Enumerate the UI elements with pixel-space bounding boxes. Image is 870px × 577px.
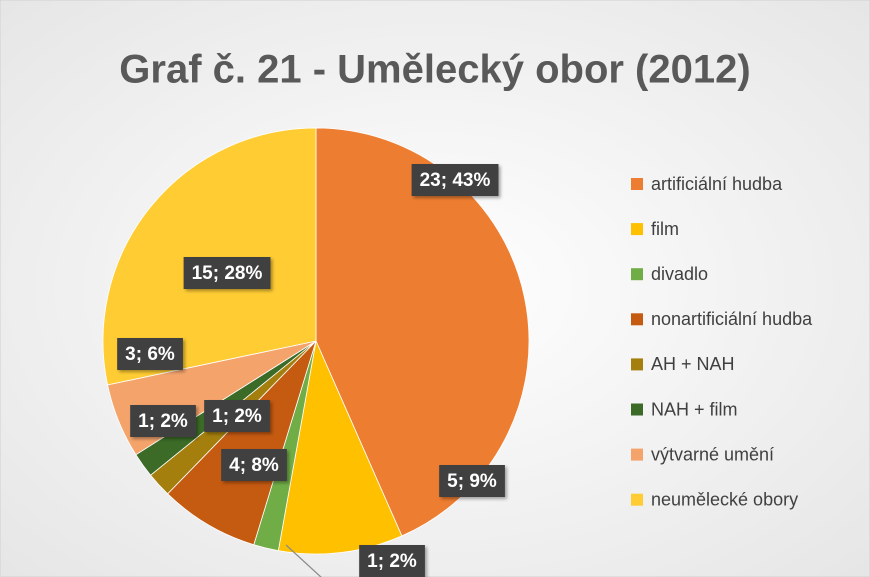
legend-label: nonartificiální hudba <box>651 309 813 329</box>
chart-title: Graf č. 21 - Umělecký obor (2012) <box>119 48 750 92</box>
data-label: 1; 2% <box>130 405 196 437</box>
pie-slice <box>277 339 403 555</box>
data-label: 1; 2% <box>359 545 425 577</box>
legend-swatch <box>631 493 643 506</box>
legend-label: divadlo <box>651 264 708 284</box>
data-label-text: 3; 6% <box>125 344 175 365</box>
data-label: 1; 2% <box>204 400 270 432</box>
legend-swatch <box>631 178 643 190</box>
legend-swatch <box>631 313 643 326</box>
data-label-box <box>411 164 499 196</box>
data-labels: 23; 43% 5; 9% 1; 2% 4; 8% 1; 2% 1; 2% 3; 6% 15;… <box>117 164 505 577</box>
data-label-box <box>183 257 271 289</box>
data-label-box <box>439 465 505 497</box>
data-label: 5; 9% <box>439 465 505 497</box>
legend-swatch <box>631 268 643 281</box>
data-label-text: 5; 9% <box>447 471 497 492</box>
data-label-text: 15; 28% <box>192 263 263 284</box>
data-label-text: 1; 2% <box>367 551 417 572</box>
legend-label: AH + NAH <box>651 354 735 374</box>
legend-label: film <box>651 219 679 239</box>
data-label-box <box>221 449 287 481</box>
leader-line <box>285 544 322 577</box>
legend-label: neumělecké obory <box>651 489 798 509</box>
legend: artificiální hudba film divadlo nonartifici… <box>631 174 813 509</box>
data-label: 3; 6% <box>117 338 183 370</box>
pie-slice <box>102 127 317 386</box>
legend-label: NAH + film <box>651 399 738 419</box>
pie <box>102 127 530 555</box>
data-label: 15; 28% <box>183 257 271 289</box>
data-label-text: 1; 2% <box>138 411 188 432</box>
data-label: 4; 8% <box>221 449 287 481</box>
data-label-text: 4; 8% <box>229 455 279 476</box>
data-label-box <box>130 405 196 437</box>
legend-label: výtvarné umění <box>651 444 774 464</box>
legend-swatch <box>631 358 643 371</box>
legend-swatch <box>631 448 643 461</box>
legend-swatch <box>631 403 643 416</box>
legend-swatch <box>631 223 643 236</box>
data-label-box <box>359 545 425 577</box>
data-label: 23; 43% <box>411 164 499 196</box>
data-label-text: 1; 2% <box>212 406 262 427</box>
data-label-box <box>117 338 183 370</box>
pie-slice <box>167 340 317 546</box>
data-label-box <box>204 400 270 432</box>
data-label-text: 23; 43% <box>420 170 491 191</box>
legend-label: artificiální hudba <box>651 174 783 194</box>
